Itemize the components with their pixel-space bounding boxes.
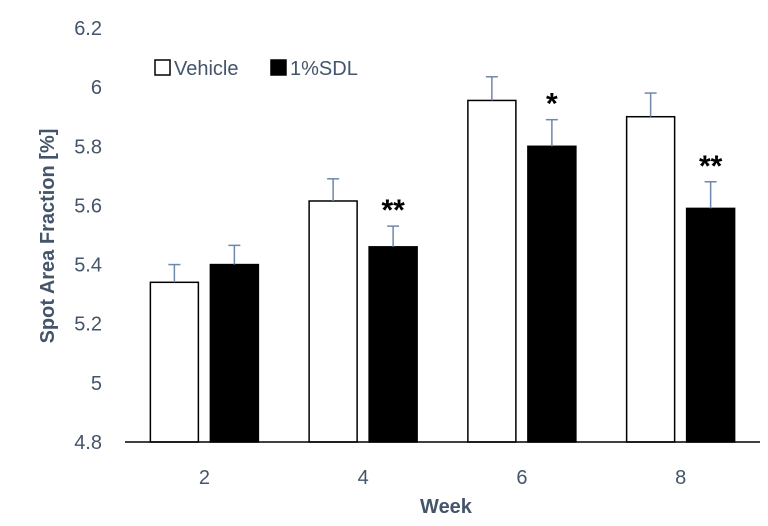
bars	[149, 99, 736, 443]
y-tick-label: 5.8	[74, 136, 102, 158]
x-axis-ticks: 2 4 6 8	[199, 467, 686, 489]
x-tick-label: 6	[516, 467, 527, 489]
x-tick-label: 2	[199, 467, 210, 489]
y-tick-label: 6	[91, 77, 102, 99]
significance-mark: **	[699, 150, 723, 183]
x-tick-label: 8	[675, 467, 686, 489]
significance-marks: *****	[381, 88, 722, 227]
bar-vehicle	[467, 99, 517, 443]
bar-vehicle	[149, 281, 200, 443]
y-tick-label: 4.8	[74, 432, 102, 454]
y-tick-label: 5.2	[74, 314, 102, 336]
bar-vehicle	[308, 200, 358, 443]
error-bars	[168, 76, 717, 283]
x-axis-title: Week	[420, 496, 473, 518]
y-axis-ticks: 4.8 5 5.2 5.4 5.6 5.8 6 6.2	[74, 18, 102, 454]
y-tick-label: 5.6	[74, 195, 102, 217]
y-tick-label: 6.2	[74, 18, 102, 40]
bar-1pct-sdl	[209, 263, 260, 443]
bar-1pct-sdl	[527, 145, 577, 443]
y-tick-label: 5.4	[74, 255, 102, 277]
bar-vehicle	[625, 115, 676, 443]
significance-mark: *	[546, 88, 558, 121]
x-tick-label: 4	[358, 467, 369, 489]
legend-label-1pct-sdl: 1%SDL	[290, 58, 358, 80]
bar-1pct-sdl	[368, 246, 418, 443]
significance-mark: **	[381, 194, 405, 227]
legend-swatch-1pct-sdl	[270, 59, 287, 76]
y-axis-title: Spot Area Fraction [%]	[37, 129, 59, 344]
legend-swatch-vehicle	[154, 59, 171, 76]
y-tick-label: 5	[91, 373, 102, 395]
legend-label-vehicle: Vehicle	[174, 58, 239, 80]
bar-1pct-sdl	[685, 207, 736, 443]
legend: Vehicle 1%SDL	[154, 58, 358, 80]
